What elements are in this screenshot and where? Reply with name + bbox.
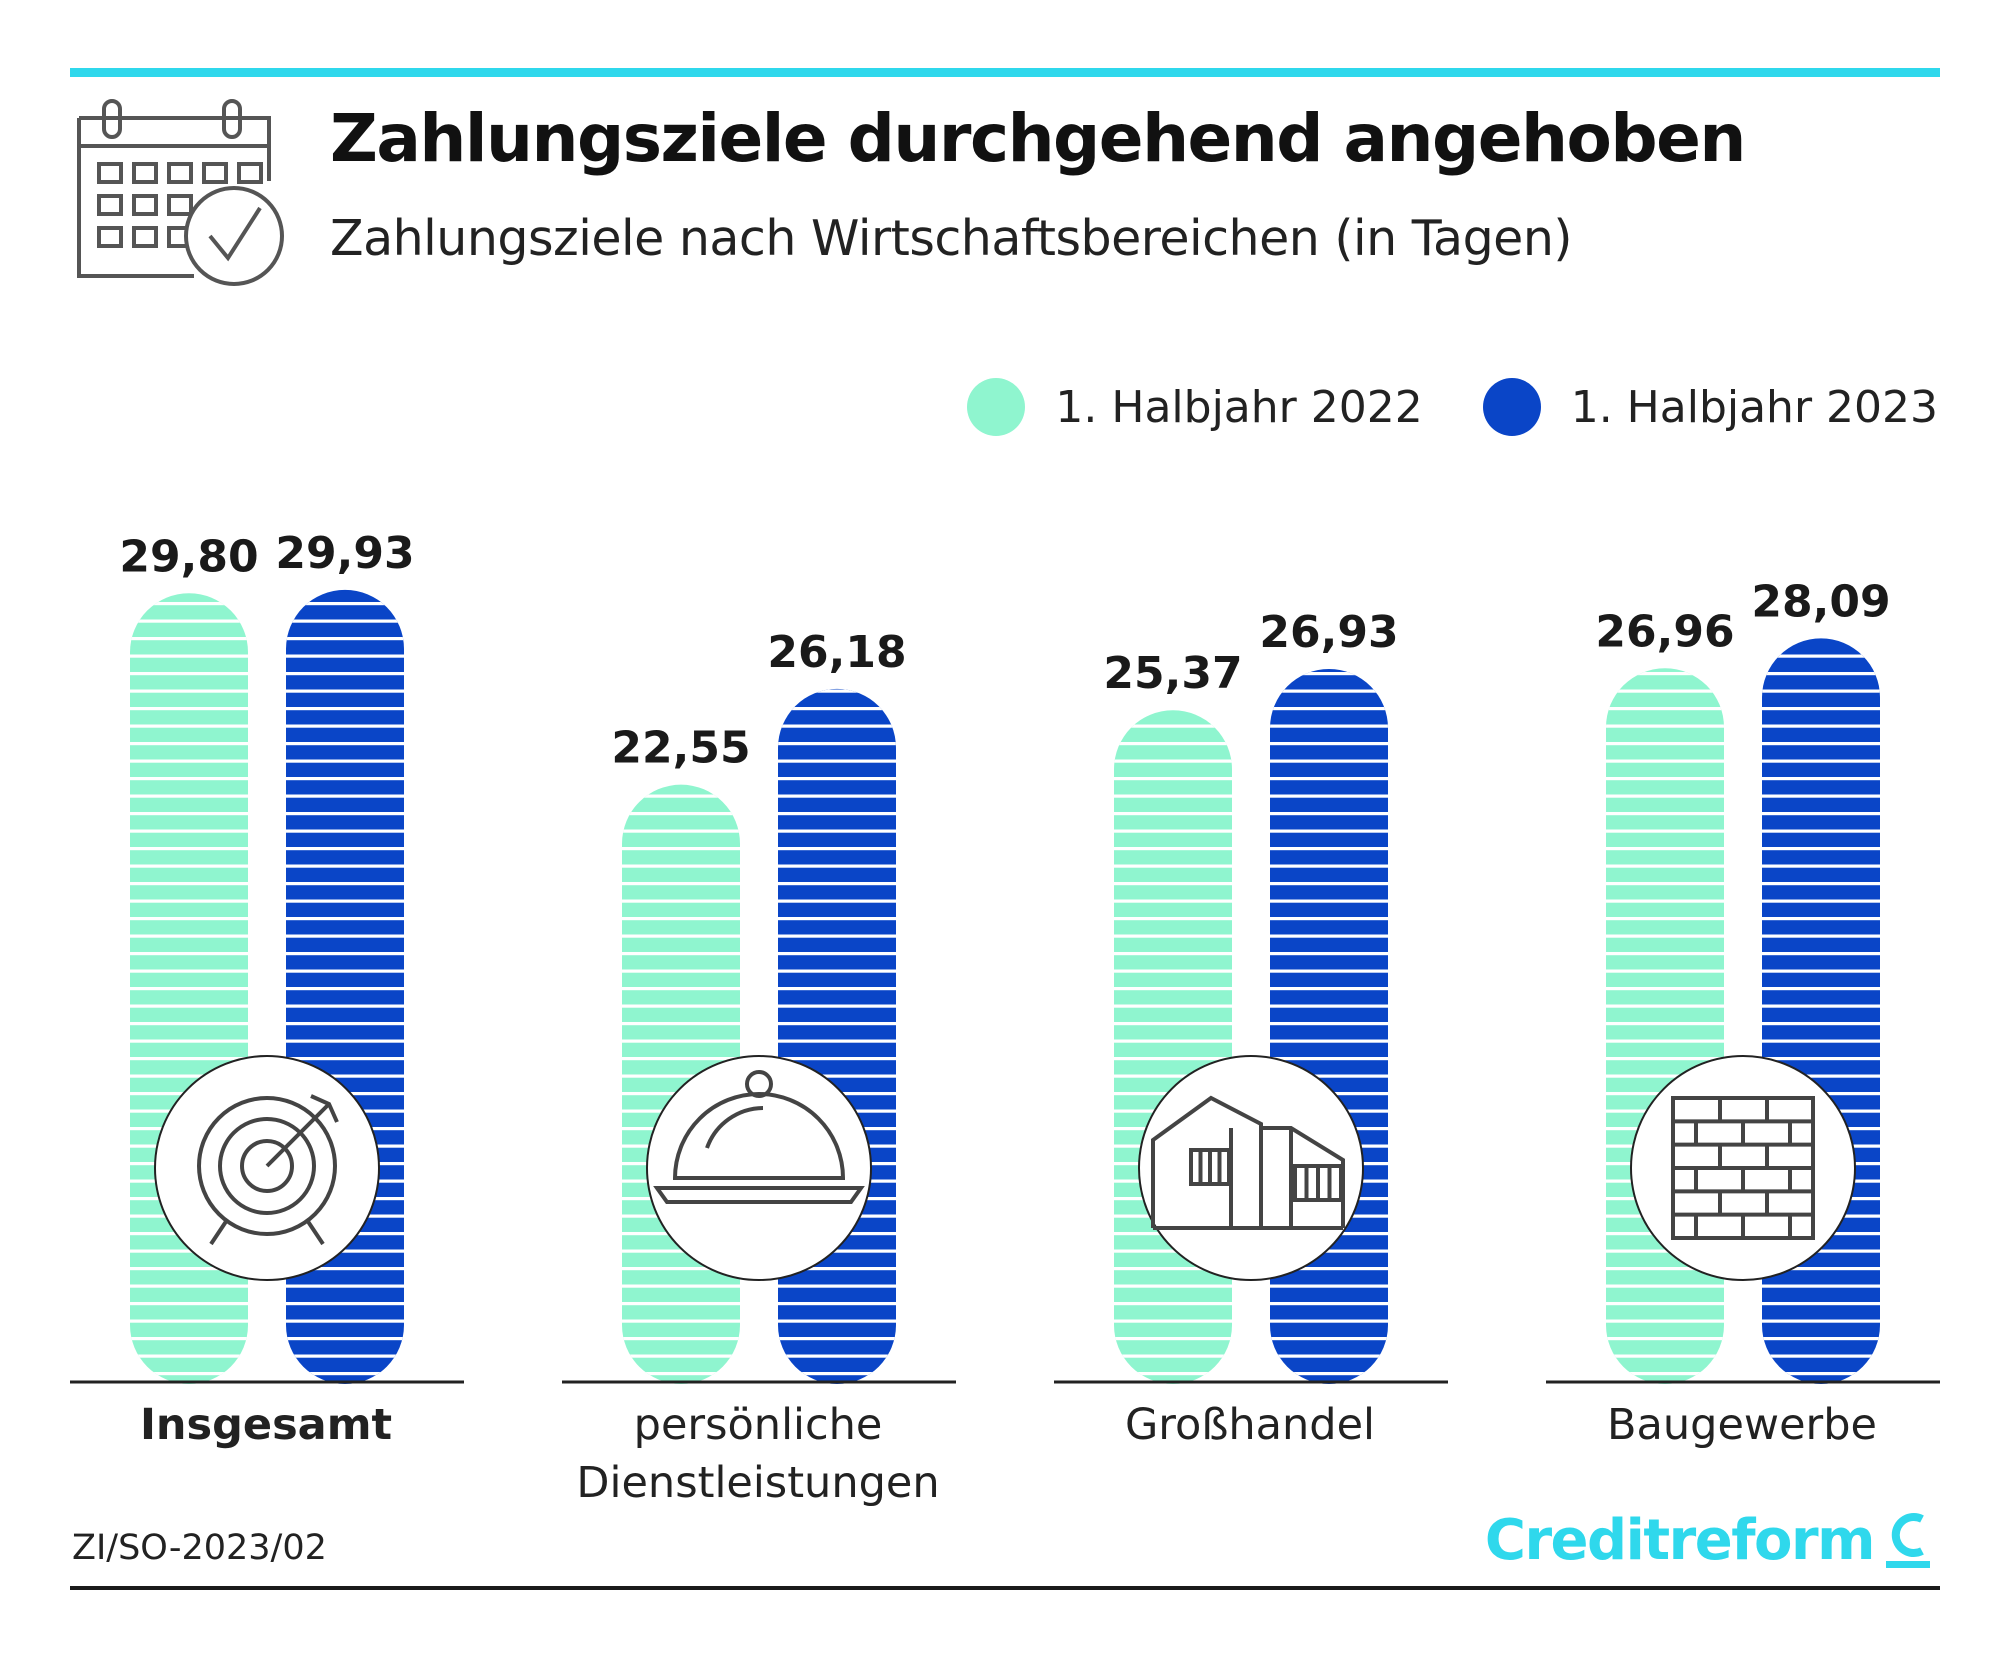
bar-2023-1 (778, 688, 896, 1384)
legend-label-2022: 1. Halbjahr 2022 (1055, 381, 1423, 433)
brick-wall-icon (1630, 1055, 1856, 1281)
legend-swatch-2022 (967, 378, 1026, 436)
category-label-grosshandel: Großhandel (1124, 1400, 1375, 1450)
bottom-rule (70, 1586, 1940, 1590)
value-label: 25,37 (1103, 648, 1242, 699)
category-label-baugewerbe: Baugewerbe (1607, 1400, 1877, 1450)
legend-swatch-2023 (1482, 378, 1541, 436)
calendar-check-icon (77, 99, 284, 286)
value-label: 29,93 (275, 528, 414, 579)
target-icon (154, 1055, 380, 1281)
legend-item-2022: 1. Halbjahr 2022 (967, 378, 1423, 436)
value-label: 28,09 (1751, 576, 1890, 627)
legend-label-2023: 1. Halbjahr 2023 (1570, 381, 1938, 433)
legend-item-2023: 1. Halbjahr 2023 (1482, 378, 1938, 436)
building-icon (1138, 1055, 1364, 1281)
bar-2022-3 (1606, 668, 1724, 1384)
value-label: 26,18 (767, 627, 906, 678)
brand-logo: Creditreform (1485, 1508, 1934, 1573)
bar-2023-2 (1270, 669, 1388, 1384)
category-label-persoenliche-dienstleistungen: persönliche Dienstleistungen (576, 1400, 940, 1508)
chart-title: Zahlungsziele durchgehend angehoben (330, 100, 1746, 177)
value-label: 22,55 (611, 723, 750, 774)
bar-2022-2 (1114, 710, 1232, 1384)
source-code: ZI/SO-2023/02 (72, 1528, 327, 1568)
value-label: 26,93 (1259, 607, 1398, 658)
cloche-icon (646, 1055, 872, 1281)
chart-subtitle: Zahlungsziele nach Wirtschaftsbereichen … (330, 210, 1573, 267)
value-label: 26,96 (1595, 606, 1734, 657)
top-accent-rule (70, 68, 1940, 77)
creditreform-mark-icon (1886, 1512, 1930, 1568)
legend: 1. Halbjahr 2022 1. Halbjahr 2023 (907, 378, 1938, 436)
value-label: 29,80 (119, 531, 258, 582)
brand-name: Creditreform (1484, 1508, 1876, 1573)
category-label-insgesamt: Insgesamt (139, 1400, 393, 1450)
